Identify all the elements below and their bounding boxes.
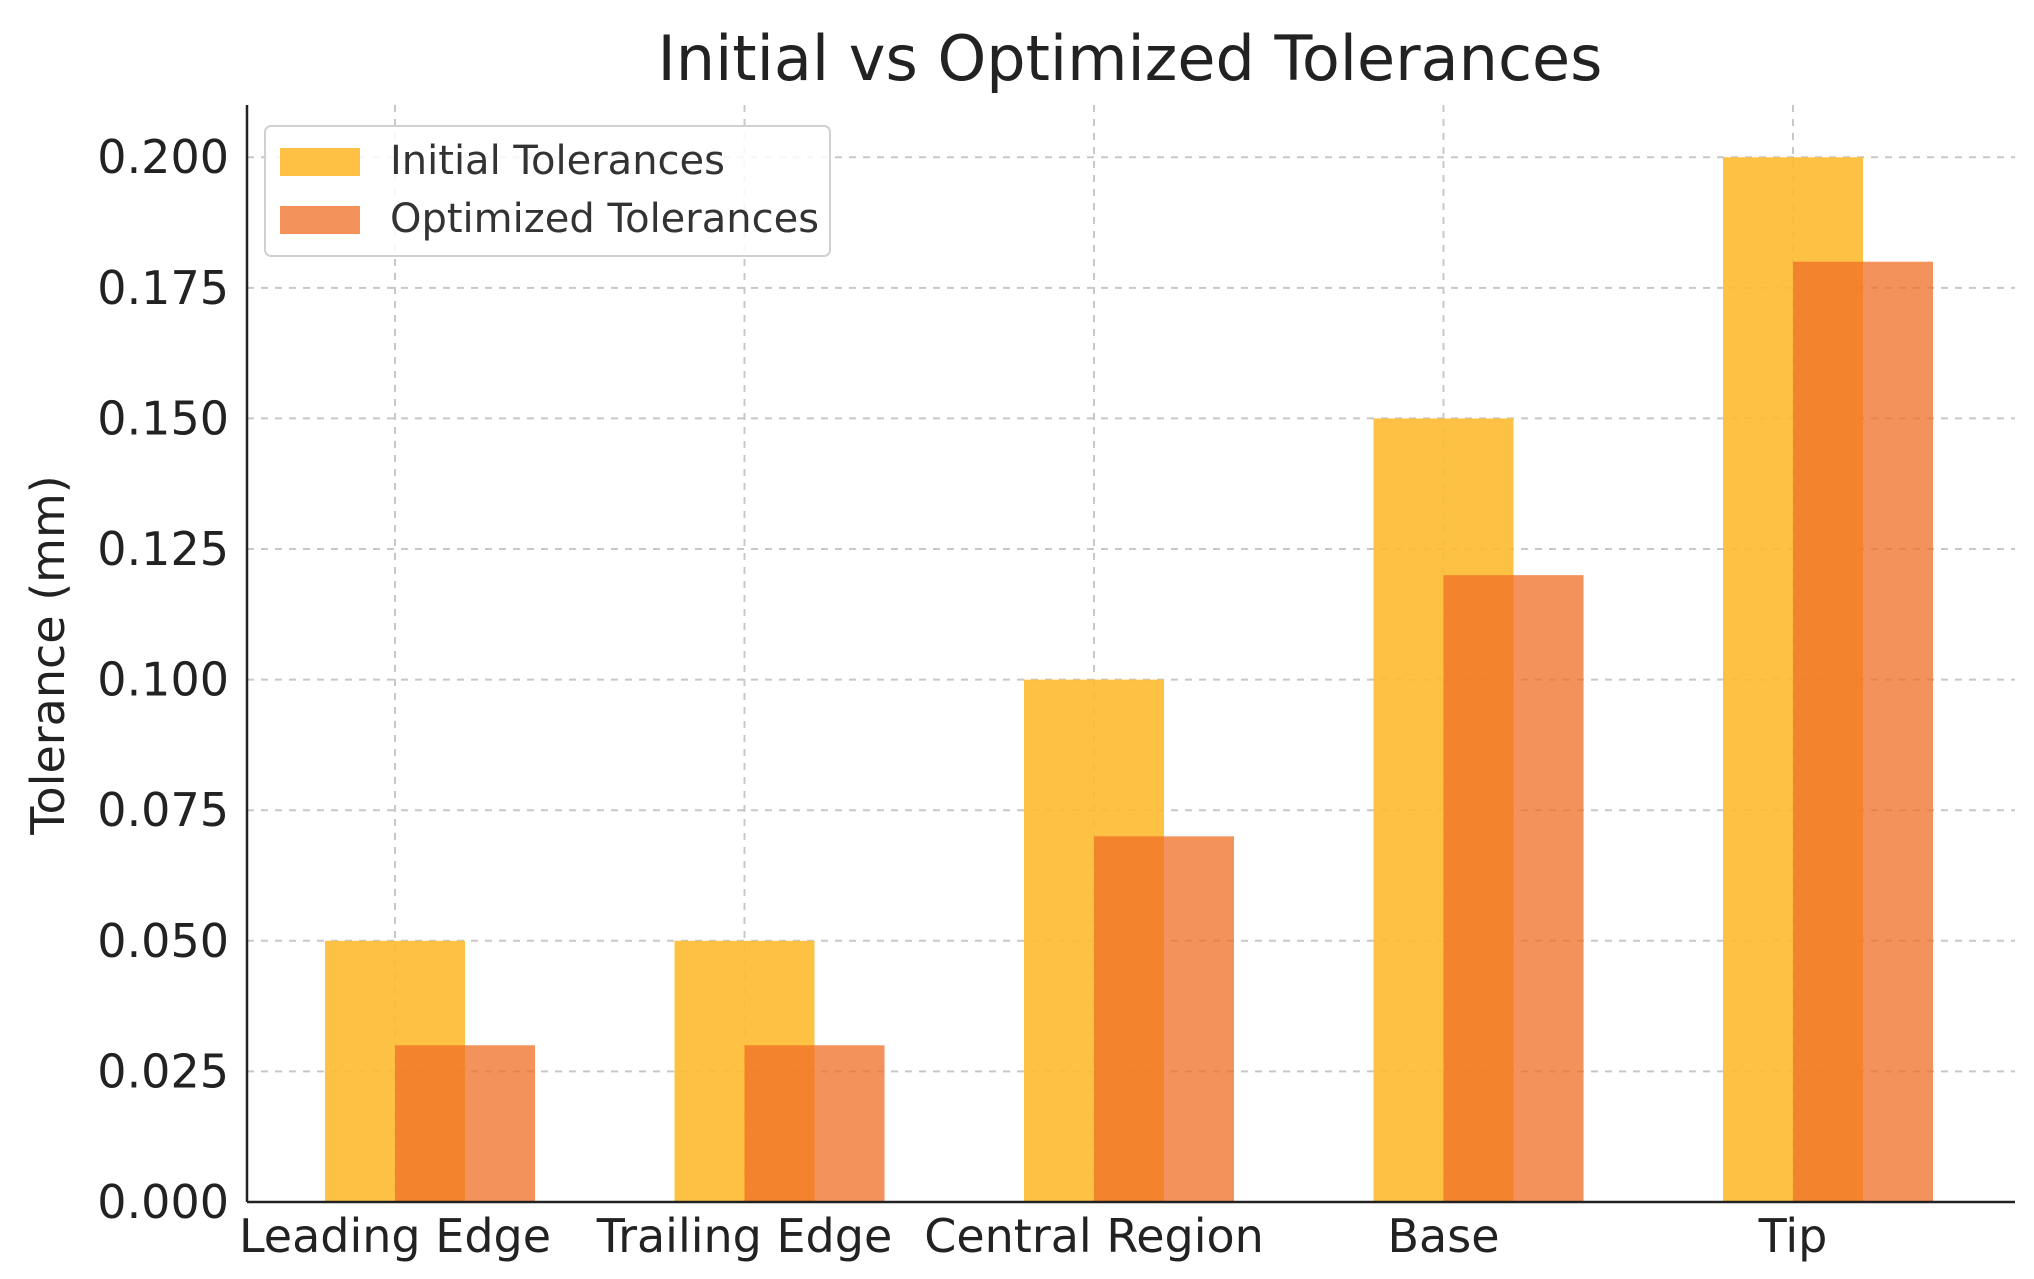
y-tick-label: 0.150 [97,391,229,445]
x-tick-label: Central Region [924,1209,1264,1263]
bar-optimized [1094,836,1234,1202]
y-tick-label: 0.075 [97,783,229,837]
y-tick-label: 0.025 [97,1044,229,1098]
y-tick-label: 0.200 [97,130,229,184]
y-axis-label: Tolerance (mm) [21,475,75,836]
legend-swatch-optimized [280,206,360,234]
bar-optimized [1443,575,1584,1202]
y-tick-label: 0.050 [97,914,229,968]
axes [245,105,2015,1204]
chart-title: Initial vs Optimized Tolerances [658,22,1603,95]
x-tick-label: Trailing Edge [596,1209,893,1263]
y-tick-label: 0.125 [97,522,229,576]
legend-label-optimized: Optimized Tolerances [390,196,819,242]
bar-optimized [1793,261,1933,1202]
legend: Initial Tolerances Optimized Tolerances [264,125,831,257]
x-tick-label: Base [1387,1209,1499,1263]
bars [325,157,1933,1203]
legend-label-initial: Initial Tolerances [390,138,725,184]
y-tick-label: 0.000 [97,1175,229,1229]
bar-optimized [744,1045,885,1202]
y-tick-label: 0.100 [97,653,229,707]
legend-box [264,125,831,257]
tick-labels: 0.000 0.025 0.050 0.075 0.100 0.125 0.150 0.175… [97,130,1827,1263]
bar-optimized [395,1045,535,1202]
y-tick-label: 0.175 [97,261,229,315]
x-tick-label: Tip [1758,1209,1828,1263]
x-tick-label: Leading Edge [239,1209,551,1263]
legend-swatch-initial [280,148,360,176]
